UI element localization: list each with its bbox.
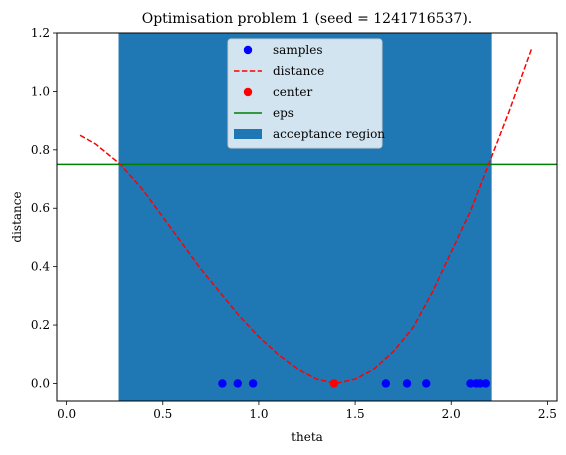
x-tick-label: 1.0 bbox=[249, 407, 268, 421]
sample-point bbox=[481, 379, 491, 388]
y-tick-label: 1.2 bbox=[31, 26, 50, 40]
x-tick-label: 0.0 bbox=[57, 407, 76, 421]
sample-point bbox=[233, 379, 242, 388]
distance-line bbox=[79, 47, 533, 385]
legend-box bbox=[227, 38, 383, 149]
y-tick-label: 0.2 bbox=[31, 318, 50, 332]
sample-point bbox=[218, 379, 227, 388]
x-tick-label: 1.5 bbox=[346, 407, 365, 421]
legend-label-acceptance-region: acceptance region bbox=[273, 127, 385, 141]
y-tick-label: 1.0 bbox=[31, 84, 50, 98]
x-tick-label: 0.5 bbox=[153, 407, 172, 421]
legend-marker-samples bbox=[243, 45, 253, 55]
chart-title: Optimisation problem 1 (seed = 124171653… bbox=[142, 11, 473, 27]
y-tick-label: 0.0 bbox=[31, 376, 50, 390]
sample-point bbox=[422, 379, 431, 388]
center-point bbox=[329, 379, 339, 388]
legend-label-eps: eps bbox=[273, 106, 294, 120]
sample-point bbox=[402, 379, 412, 388]
sample-point bbox=[466, 379, 475, 388]
legend-label-samples: samples bbox=[273, 43, 322, 57]
sample-point bbox=[248, 379, 258, 388]
x-axis-label: theta bbox=[291, 430, 323, 444]
legend-label-center: center bbox=[273, 85, 312, 99]
sample-point bbox=[475, 379, 485, 388]
legend: samples distance center eps acceptance regio… bbox=[227, 38, 385, 149]
y-tick-label: 0.8 bbox=[31, 143, 50, 157]
y-tick-label: 0.6 bbox=[31, 201, 50, 215]
sample-point bbox=[381, 379, 391, 388]
legend-label-distance: distance bbox=[273, 64, 324, 78]
y-tick-label: 0.4 bbox=[31, 260, 50, 274]
x-tick-label: 2.0 bbox=[442, 407, 461, 421]
legend-marker-center bbox=[243, 87, 253, 97]
y-axis-label: distance bbox=[10, 191, 24, 242]
x-tick-label: 2.5 bbox=[538, 407, 557, 421]
legend-marker-acceptance-region bbox=[234, 129, 262, 139]
plot-frame bbox=[56, 32, 558, 402]
